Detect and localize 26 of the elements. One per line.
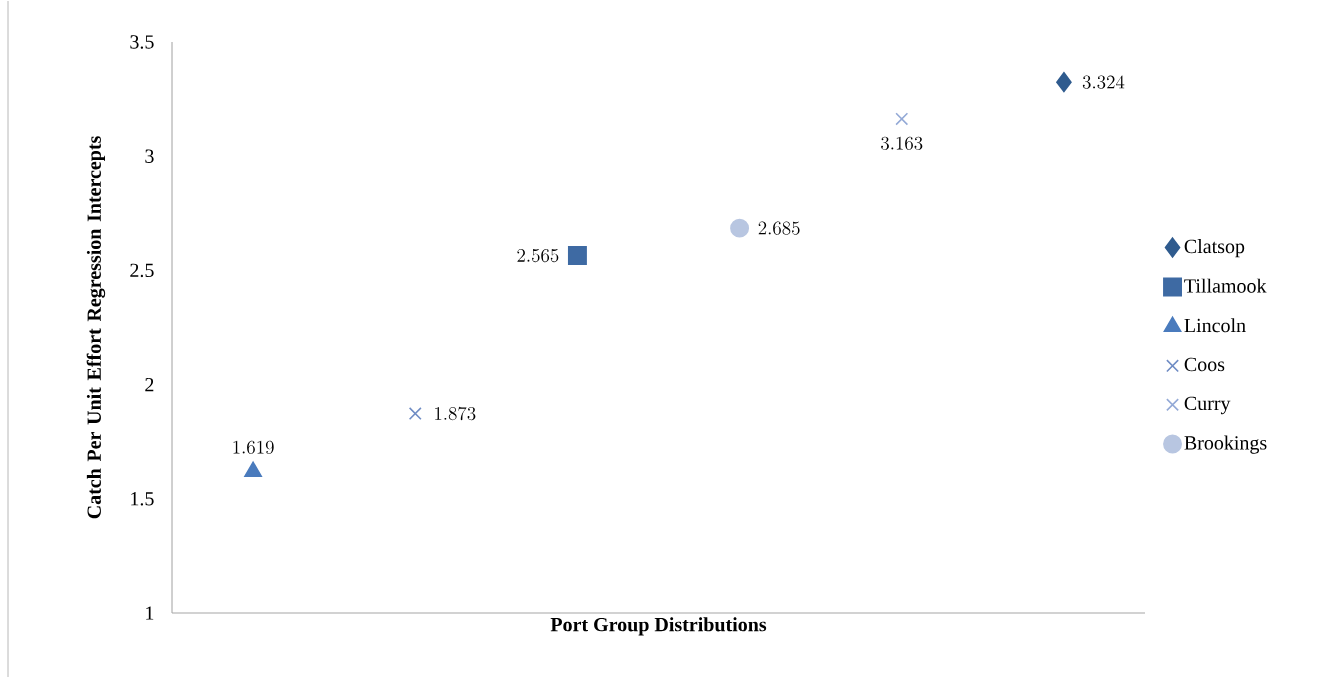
y-tick-label: 1 xyxy=(146,606,154,620)
point xyxy=(1056,72,1072,93)
legend-label: Brookings xyxy=(1184,435,1267,454)
y-tick-label: 3 xyxy=(145,149,154,163)
legend-label: Tillamook xyxy=(1184,278,1267,293)
y-tick-label: 2.5 xyxy=(130,263,154,278)
point xyxy=(567,246,587,266)
point xyxy=(244,461,262,478)
point xyxy=(730,218,750,238)
data-label: 2.565 xyxy=(517,248,559,263)
legend-label: Lincoln xyxy=(1184,318,1246,333)
y-axis-title: Catch Per Unit Effort Regression Intercepts xyxy=(86,136,106,519)
data-label: 1 .873 xyxy=(435,406,476,421)
data-label: 3. 163 xyxy=(881,136,923,150)
point xyxy=(895,112,909,126)
legend-label: Curry xyxy=(1184,396,1231,415)
point xyxy=(408,407,422,421)
legend-label: Coos xyxy=(1184,357,1225,372)
y-tick-label: 1.5 xyxy=(131,492,154,506)
x-axis-title: Port Group Distributions xyxy=(550,617,767,636)
y-tick-label: 2 xyxy=(145,377,154,392)
data-label: 1 .619 xyxy=(233,440,274,454)
y-tick-label: 3.5 xyxy=(130,35,154,49)
legend-label: Clatsop xyxy=(1184,239,1245,258)
data-label: 2.685 xyxy=(758,221,800,235)
data-label: 3.324 xyxy=(1082,75,1125,89)
